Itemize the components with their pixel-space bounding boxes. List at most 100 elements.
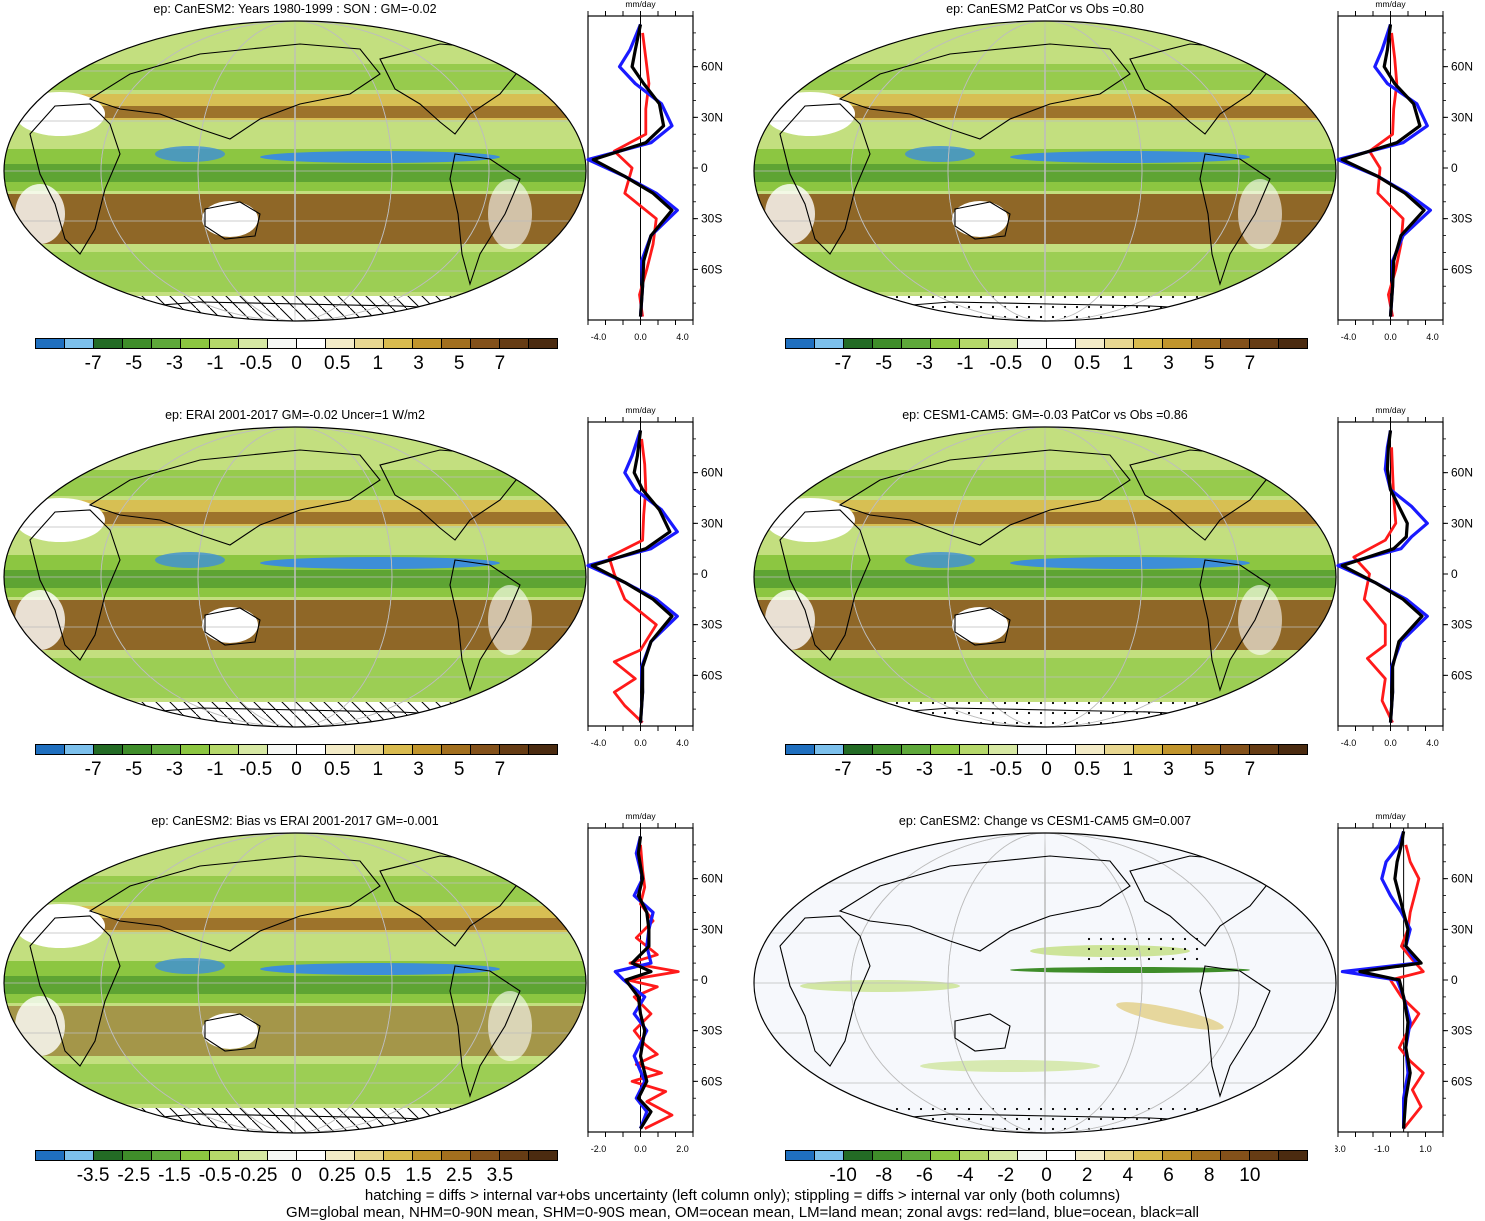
colorbar-swatch bbox=[1018, 1151, 1047, 1160]
panel-title: ep: CanESM2: Bias vs ERAI 2001-2017 GM=-… bbox=[151, 814, 439, 828]
colorbar-swatch bbox=[786, 339, 815, 348]
colorbar-swatch bbox=[65, 1151, 94, 1160]
colorbar-swatch bbox=[989, 339, 1018, 348]
colorbar-tick-label: 7 bbox=[1244, 353, 1256, 374]
zonal-line-black-all bbox=[591, 24, 674, 317]
colorbar-swatch bbox=[1105, 339, 1134, 348]
colorbar-tick-label: -0.5 bbox=[989, 759, 1023, 780]
panel-title: ep: CanESM2 PatCor vs Obs =0.80 bbox=[946, 2, 1144, 16]
zonal-lat-label: 0 bbox=[1451, 973, 1458, 987]
colorbar-swatch bbox=[1163, 745, 1192, 754]
colorbar-tick-label: 1 bbox=[1122, 759, 1134, 780]
colorbar-tick-label: -5 bbox=[875, 759, 893, 780]
colorbar-swatch bbox=[1134, 745, 1163, 754]
colorbar-swatch bbox=[529, 1151, 557, 1160]
zonal-x-tick-label: -2.0 bbox=[591, 1144, 607, 1154]
panel-3: ep: ERAI 2001-2017 GM=-0.02 Uncer=1 W/m2… bbox=[0, 406, 740, 811]
colorbar-swatch bbox=[1192, 745, 1221, 754]
colorbar-swatch bbox=[123, 339, 152, 348]
colorbar-swatch bbox=[873, 339, 902, 348]
zonal-line-red-land bbox=[612, 32, 658, 317]
colorbar-tick-label: 1.5 bbox=[405, 1165, 432, 1186]
colorbar-tick-label: -5 bbox=[875, 353, 893, 374]
colorbar-swatch bbox=[960, 1151, 989, 1160]
colorbar-tick-label: 2.5 bbox=[445, 1165, 473, 1186]
panel-title: ep: ERAI 2001-2017 GM=-0.02 Uncer=1 W/m2 bbox=[165, 408, 425, 422]
footer-line-2: GM=global mean, NHM=0-90N mean, SHM=0-90… bbox=[285, 1204, 1199, 1221]
zonal-lat-label: 60N bbox=[701, 60, 723, 74]
footer-line-1: hatching = diffs > internal var+obs unce… bbox=[364, 1187, 1121, 1204]
colorbar-swatch bbox=[355, 1151, 384, 1160]
colorbar-tick-label: 0.5 bbox=[1073, 353, 1101, 374]
colorbar bbox=[785, 338, 1308, 349]
zonal-x-tick-label: -4.0 bbox=[591, 738, 607, 748]
colorbar-tick-label: -3 bbox=[166, 759, 183, 780]
zonal-lat-label: 30N bbox=[701, 922, 723, 936]
zonal-lat-label: 30N bbox=[1451, 516, 1473, 530]
zonal-lat-label: 30S bbox=[1451, 212, 1472, 226]
colorbar-swatch bbox=[181, 1151, 210, 1160]
colorbar-swatch bbox=[413, 745, 442, 754]
colorbar-swatch bbox=[1047, 745, 1076, 754]
zonal-lat-label: 60N bbox=[1451, 60, 1473, 74]
zonal-lat-label: 60N bbox=[1451, 872, 1473, 886]
zonal-lat-label: 60N bbox=[701, 466, 723, 480]
colorbar-swatch bbox=[1279, 745, 1307, 754]
colorbar-swatch bbox=[1076, 745, 1105, 754]
colorbar-swatch bbox=[902, 1151, 931, 1160]
colorbar-tick-label: 0 bbox=[291, 353, 302, 374]
colorbar-tick-label: -7 bbox=[84, 353, 102, 374]
colorbar-swatch bbox=[1018, 745, 1047, 754]
colorbar-tick-label: -5 bbox=[125, 759, 143, 780]
zonal-line-red-land bbox=[1352, 447, 1398, 724]
panel-title: ep: CESM1-CAM5: GM=-0.03 PatCor vs Obs =… bbox=[902, 408, 1188, 422]
colorbar-swatch bbox=[1250, 339, 1279, 348]
colorbar-tick-label: 0 bbox=[1041, 759, 1052, 780]
colorbar-swatch bbox=[326, 1151, 355, 1160]
zonal-lat-label: 30N bbox=[701, 110, 723, 124]
zonal-x-tick-label: -4.0 bbox=[1341, 332, 1357, 342]
colorbar-swatch bbox=[123, 1151, 152, 1160]
colorbar-tick-label: 0.5 bbox=[323, 759, 351, 780]
zonal-units-label: mm/day bbox=[625, 0, 656, 9]
zonal-lat-label: 60S bbox=[1451, 262, 1472, 276]
colorbar-tick-label: -1.5 bbox=[158, 1165, 191, 1186]
colorbar-labels: -7 -5 -3 -1 -0.5 0 0.5 1 3 5 7 bbox=[785, 353, 1308, 377]
colorbar-tick-label: 8 bbox=[1203, 1165, 1215, 1186]
colorbar-tick-label: 3 bbox=[1163, 353, 1174, 374]
zonal-x-tick-label: -1.0 bbox=[1374, 1144, 1390, 1154]
colorbar-tick-label: 7 bbox=[1244, 759, 1256, 780]
colorbar-swatch bbox=[94, 339, 123, 348]
colorbar-tick-label: 3 bbox=[413, 759, 424, 780]
zonal-lat-label: 60S bbox=[701, 668, 722, 682]
zonal-line-black-all bbox=[1340, 24, 1426, 317]
colorbar-swatch bbox=[268, 339, 297, 348]
colorbar-swatch bbox=[844, 1151, 873, 1160]
colorbar-swatch bbox=[152, 745, 181, 754]
zonal-lat-label: 30S bbox=[701, 1024, 722, 1038]
zonal-units-label: mm/day bbox=[625, 406, 656, 415]
world-map bbox=[3, 20, 587, 322]
colorbar-swatch bbox=[1250, 745, 1279, 754]
world-map bbox=[753, 832, 1337, 1134]
colorbar-swatch bbox=[844, 339, 873, 348]
colorbar-tick-label: -3 bbox=[916, 353, 933, 374]
colorbar-tick-label: -10 bbox=[829, 1165, 857, 1186]
colorbar-tick-label: 1 bbox=[372, 353, 384, 374]
colorbar-tick-label: 6 bbox=[1163, 1165, 1174, 1186]
colorbar-swatch bbox=[210, 1151, 239, 1160]
panel-2: ep: CanESM2 PatCor vs Obs =0.80 -7 -5 -3 -1… bbox=[750, 0, 1485, 405]
zonal-x-tick-label: 2.0 bbox=[676, 1144, 689, 1154]
colorbar-labels: -7 -5 -3 -1 -0.5 0 0.5 1 3 5 7 bbox=[35, 353, 558, 377]
zonal-lat-label: 60S bbox=[701, 262, 722, 276]
colorbar-swatch bbox=[1047, 339, 1076, 348]
zonal-x-tick-label: -4.0 bbox=[591, 332, 607, 342]
colorbar-swatch bbox=[239, 339, 268, 348]
colorbar-tick-label: 0 bbox=[291, 1165, 302, 1186]
panel-1: ep: CanESM2: Years 1980-1999 : SON : GM=… bbox=[0, 0, 740, 405]
colorbar-swatch bbox=[442, 745, 471, 754]
colorbar bbox=[785, 744, 1308, 755]
colorbar-swatch bbox=[529, 745, 557, 754]
colorbar-tick-label: 0 bbox=[1041, 1165, 1052, 1186]
colorbar bbox=[35, 1150, 558, 1161]
